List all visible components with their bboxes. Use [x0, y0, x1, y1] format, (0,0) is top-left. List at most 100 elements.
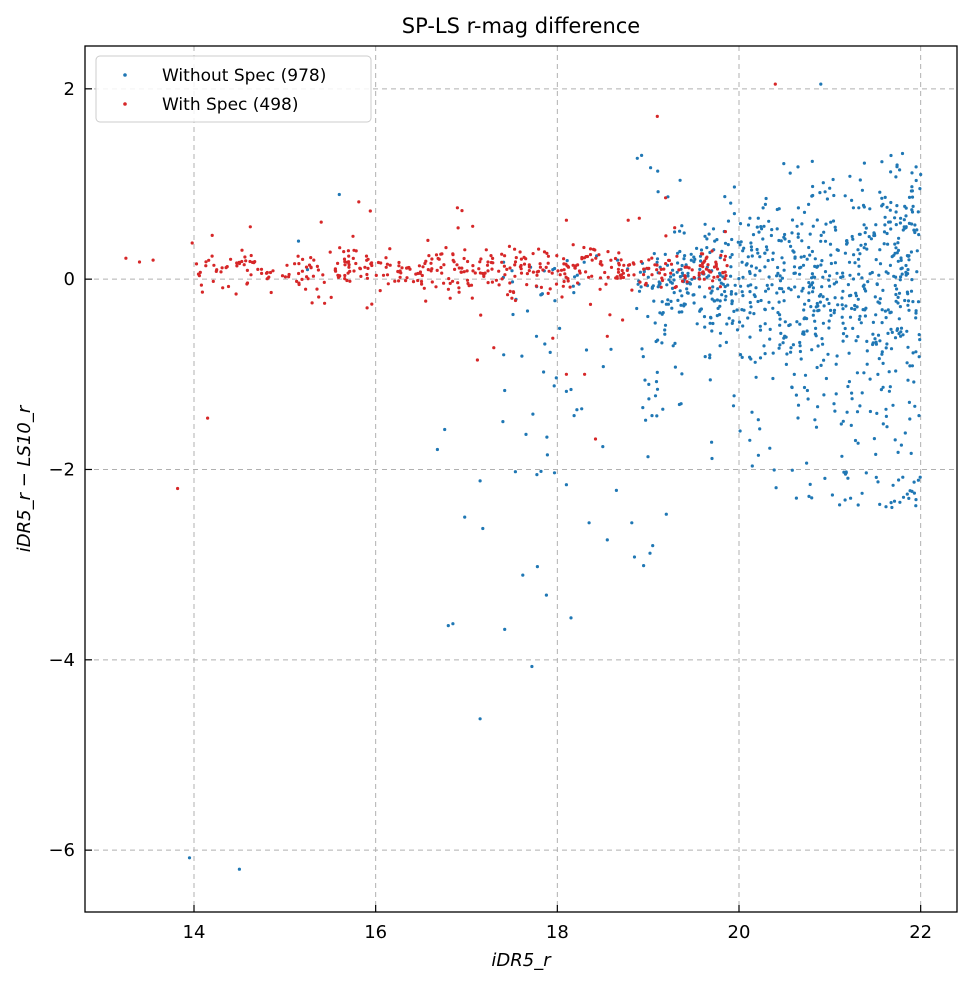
point-with-spec — [315, 287, 319, 291]
point-with-spec — [442, 263, 446, 267]
point-without-spec — [730, 299, 734, 303]
point-with-spec — [219, 270, 223, 274]
point-without-spec — [794, 393, 799, 397]
point-with-spec — [265, 277, 269, 281]
point-without-spec — [873, 337, 877, 341]
point-without-spec — [803, 373, 808, 377]
point-without-spec — [898, 168, 902, 172]
point-with-spec — [434, 253, 439, 257]
point-without-spec — [868, 409, 873, 414]
point-without-spec — [678, 289, 682, 293]
point-with-spec — [539, 285, 544, 289]
point-without-spec — [676, 261, 680, 265]
point-without-spec — [903, 298, 907, 303]
point-with-spec — [642, 267, 646, 271]
point-without-spec — [819, 363, 823, 367]
point-without-spec — [907, 195, 912, 199]
point-without-spec — [912, 228, 916, 232]
point-with-spec — [370, 302, 374, 306]
point-with-spec — [598, 287, 602, 291]
point-without-spec — [713, 239, 717, 243]
point-without-spec — [718, 271, 722, 275]
point-with-spec — [453, 267, 457, 271]
point-without-spec — [685, 291, 690, 295]
point-without-spec — [779, 331, 783, 335]
point-with-spec — [626, 263, 631, 267]
point-with-spec — [225, 265, 229, 269]
point-with-spec — [562, 268, 566, 272]
point-without-spec — [703, 325, 707, 329]
point-with-spec — [347, 265, 351, 269]
point-without-spec — [889, 200, 893, 205]
point-without-spec — [841, 289, 845, 293]
point-without-spec — [826, 352, 830, 356]
point-without-spec — [862, 246, 866, 250]
point-without-spec — [446, 624, 450, 628]
point-without-spec — [795, 320, 799, 324]
point-without-spec — [670, 281, 674, 285]
point-with-spec — [647, 266, 651, 270]
point-with-spec — [451, 279, 455, 283]
point-without-spec — [751, 233, 756, 237]
point-without-spec — [860, 391, 864, 395]
point-without-spec — [771, 376, 775, 381]
point-without-spec — [646, 314, 650, 319]
point-without-spec — [858, 252, 862, 256]
point-without-spec — [911, 300, 915, 304]
point-with-spec — [381, 273, 386, 277]
point-without-spec — [799, 265, 803, 269]
point-without-spec — [808, 232, 812, 236]
point-with-spec — [701, 252, 705, 256]
point-without-spec — [813, 319, 817, 323]
point-with-spec — [414, 272, 418, 276]
point-with-spec — [630, 288, 634, 292]
point-with-spec — [434, 285, 438, 289]
point-without-spec — [858, 314, 862, 318]
point-without-spec — [726, 219, 731, 223]
point-without-spec — [524, 432, 528, 436]
point-without-spec — [898, 278, 902, 282]
point-without-spec — [869, 237, 874, 241]
point-with-spec — [300, 269, 304, 273]
point-without-spec — [801, 332, 805, 336]
point-without-spec — [880, 196, 884, 200]
point-without-spec — [748, 438, 752, 442]
point-without-spec — [759, 225, 763, 229]
point-without-spec — [897, 478, 901, 482]
point-without-spec — [580, 407, 584, 411]
point-without-spec — [552, 384, 556, 388]
point-without-spec — [899, 326, 904, 330]
point-without-spec — [853, 303, 857, 308]
point-without-spec — [833, 225, 837, 229]
point-with-spec — [385, 262, 389, 266]
point-without-spec — [748, 290, 752, 294]
point-without-spec — [868, 207, 872, 211]
point-without-spec — [798, 340, 802, 345]
point-with-spec — [491, 256, 495, 260]
point-with-spec — [319, 220, 323, 224]
point-with-spec — [420, 273, 424, 278]
point-without-spec — [727, 316, 731, 320]
point-without-spec — [800, 239, 804, 243]
point-without-spec — [815, 365, 819, 370]
point-without-spec — [783, 320, 787, 324]
point-without-spec — [443, 427, 447, 432]
point-without-spec — [698, 308, 702, 312]
point-with-spec — [268, 270, 273, 275]
point-with-spec — [426, 238, 430, 242]
point-without-spec — [859, 243, 863, 247]
point-without-spec — [896, 241, 900, 245]
point-without-spec — [901, 228, 905, 232]
point-without-spec — [856, 257, 861, 261]
point-without-spec — [904, 226, 908, 230]
point-without-spec — [683, 254, 687, 258]
point-without-spec — [853, 438, 858, 443]
point-with-spec — [626, 218, 630, 222]
point-without-spec — [888, 208, 892, 212]
point-without-spec — [901, 495, 906, 499]
point-with-spec — [716, 275, 720, 279]
point-without-spec — [680, 271, 685, 275]
point-without-spec — [530, 664, 534, 669]
point-without-spec — [855, 371, 860, 375]
point-without-spec — [237, 867, 241, 871]
